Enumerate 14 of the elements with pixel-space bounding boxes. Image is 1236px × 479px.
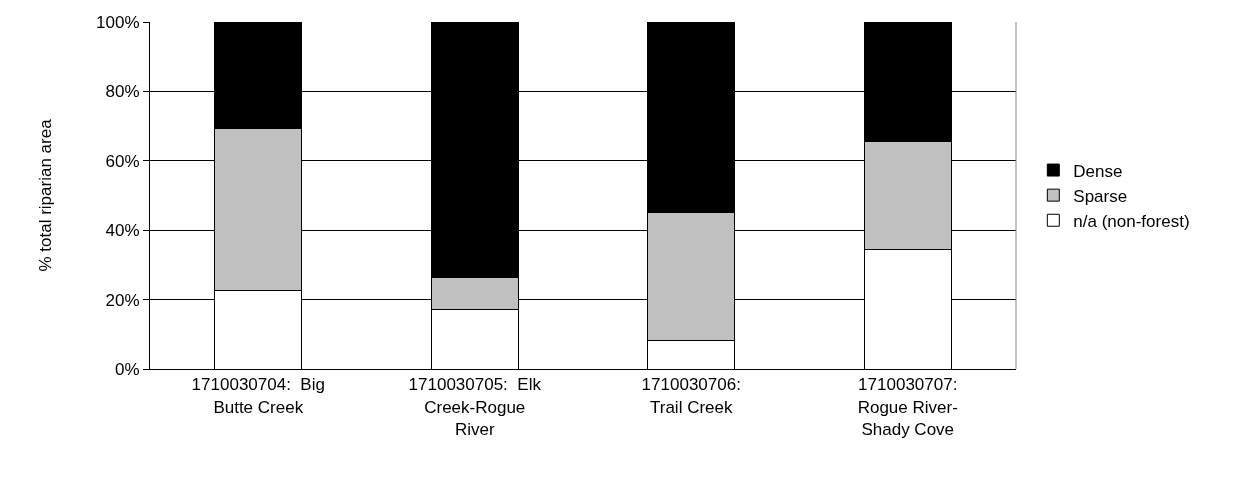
x-tick-label: 1710030707: Rogue River-Shady Cove xyxy=(857,375,958,439)
y-tick-label: 100% xyxy=(96,12,140,32)
y-tick-label: 0% xyxy=(115,359,140,379)
legend-label: Dense xyxy=(1073,161,1123,181)
x-tick-label: 1710030704: Big Butte Creek xyxy=(191,375,325,417)
y-tick-label: 60% xyxy=(105,151,140,171)
legend-label: n/a (non-forest) xyxy=(1073,211,1190,231)
y-tick-label: 80% xyxy=(105,82,140,102)
legend-label: Sparse xyxy=(1073,186,1128,206)
y-axis-title: % total riparian area xyxy=(35,118,55,272)
x-tick-label: 1710030705: Elk Creek-Rogue River xyxy=(408,375,542,439)
x-tick-label: 1710030706: Trail Creek xyxy=(641,375,741,417)
y-tick-label: 40% xyxy=(105,221,140,241)
y-tick-label: 20% xyxy=(105,290,140,310)
